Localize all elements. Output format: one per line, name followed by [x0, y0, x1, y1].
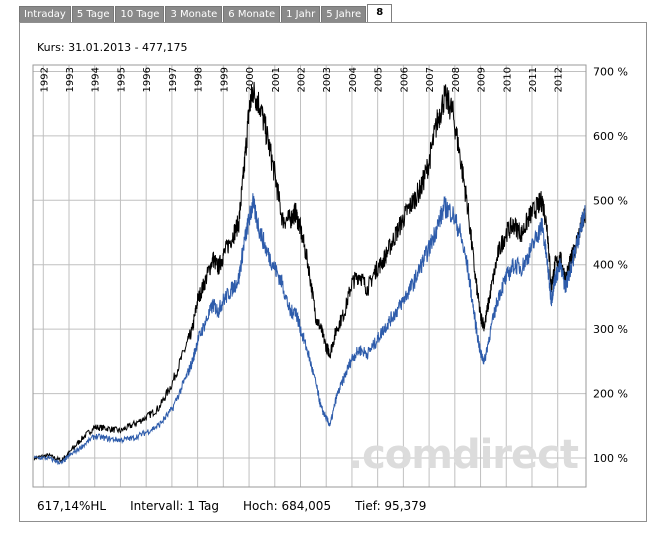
x-tick-label: 2004 — [348, 67, 359, 92]
y-tick-label: 300 % — [593, 323, 628, 336]
x-tick-label: 1999 — [219, 67, 230, 92]
series-line-1 — [33, 81, 586, 464]
x-tick-label: 1997 — [168, 67, 179, 92]
x-tick-label: 1998 — [194, 67, 205, 92]
y-tick-label: 200 % — [593, 388, 628, 401]
x-tick-label: 2003 — [322, 67, 333, 92]
stats-bar: 617,14%HL Intervall: 1 Tag Hoch: 684,005… — [37, 499, 450, 513]
tief-value: Tief: 95,379 — [355, 499, 427, 513]
x-tick-label: 1993 — [65, 67, 76, 92]
chart-panel — [19, 22, 647, 522]
x-tick-label: 2012 — [554, 67, 565, 92]
period-tabs: Intraday 5 Tage 10 Tage 3 Monate 6 Monat… — [19, 4, 393, 23]
x-tick-label: 2010 — [502, 67, 513, 92]
kurs-label: Kurs: 31.01.2013 - 477,175 — [37, 41, 188, 54]
x-tick-label: 1994 — [91, 67, 102, 92]
y-tick-label: 500 % — [593, 194, 628, 207]
x-tick-label: 1992 — [39, 67, 50, 92]
plot-border — [32, 64, 587, 488]
x-tick-label: 2007 — [425, 67, 436, 92]
tab-10-tage[interactable]: 10 Tage — [115, 6, 165, 23]
tab-1-jahr[interactable]: 1 Jahr — [281, 6, 321, 23]
hoch-value: Hoch: 684,005 — [243, 499, 332, 513]
axes: 1992 1993 1994 1995 1996 1997 1998 1999 2000 2001… — [32, 64, 628, 488]
x-tick-label: 1995 — [116, 67, 127, 92]
y-tick-label: 400 % — [593, 259, 628, 272]
y-tick-label: 100 % — [593, 452, 628, 465]
tab-5-tage[interactable]: 5 Tage — [71, 6, 115, 23]
tab-5-jahre[interactable]: 5 Jahre — [321, 6, 367, 23]
performance-value: 617,14%HL — [37, 499, 107, 513]
series-layer — [33, 81, 586, 466]
series-line-2 — [33, 193, 586, 466]
x-tick-label: 2008 — [451, 67, 462, 92]
x-tick-label: 2001 — [271, 67, 282, 92]
intervall-value: Intervall: 1 Tag — [130, 499, 220, 513]
y-tick-label: 700 % — [593, 65, 628, 78]
tab-max[interactable]: 8 — [367, 4, 393, 23]
comdirect-watermark: .comdirect — [348, 432, 579, 478]
x-tick-label: 2002 — [296, 67, 307, 92]
x-tick-label: 2006 — [399, 67, 410, 92]
tab-intraday[interactable]: Intraday — [19, 6, 71, 23]
x-tick-label: 2000 — [245, 67, 256, 92]
x-tick-label: 2009 — [477, 67, 488, 92]
x-tick-label: 2005 — [374, 67, 385, 92]
x-tick-label: 1996 — [142, 67, 153, 92]
x-tick-label: 2011 — [528, 67, 539, 92]
y-tick-label: 600 % — [593, 130, 628, 143]
tab-6-monate[interactable]: 6 Monate — [223, 6, 281, 23]
tab-3-monate[interactable]: 3 Monate — [165, 6, 223, 23]
